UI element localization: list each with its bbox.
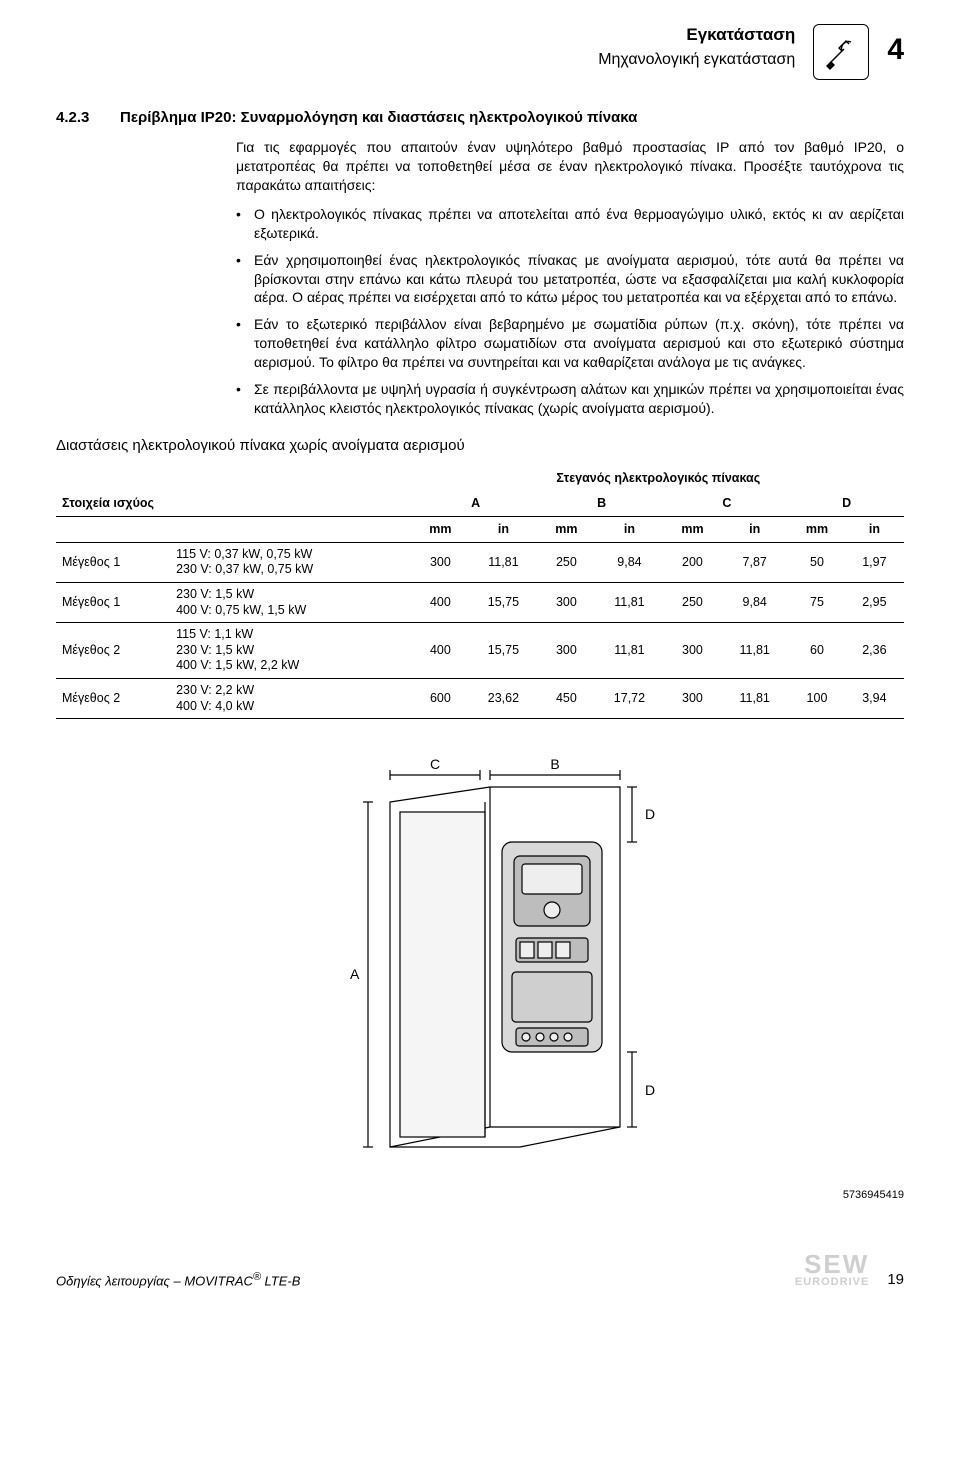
- unit: mm: [789, 516, 845, 542]
- value-cell: 300: [665, 623, 721, 679]
- unit: in: [845, 516, 904, 542]
- page-header: Εγκατάσταση Μηχανολογική εγκατάσταση 4: [56, 24, 904, 80]
- value-cell: 75: [789, 582, 845, 622]
- header-subtitle: Μηχανολογική εγκατάσταση: [598, 49, 795, 71]
- section-heading: 4.2.3 Περίβλημα IP20: Συναρμολόγηση και …: [56, 108, 904, 128]
- header-title: Εγκατάσταση: [598, 24, 795, 47]
- spec-cell: 115 V: 1,1 kW 230 V: 1,5 kW 400 V: 1,5 k…: [170, 623, 412, 679]
- size-cell: Μέγεθος 1: [56, 582, 170, 622]
- value-cell: 250: [539, 542, 595, 582]
- value-cell: 11,81: [594, 623, 664, 679]
- value-cell: 9,84: [594, 542, 664, 582]
- header-titles: Εγκατάσταση Μηχανολογική εγκατάσταση: [598, 24, 795, 71]
- dim-label-c: C: [430, 756, 440, 772]
- list-item: Εάν χρησιμοποιηθεί ένας ηλεκτρολογικός π…: [236, 251, 904, 308]
- table-row: Μέγεθος 2230 V: 2,2 kW 400 V: 4,0 kW6002…: [56, 679, 904, 719]
- value-cell: 11,81: [468, 542, 538, 582]
- dim-label-d: D: [645, 806, 655, 822]
- value-cell: 9,84: [720, 582, 789, 622]
- value-cell: 300: [665, 679, 721, 719]
- table-title: Διαστάσεις ηλεκτρολογικού πίνακα χωρίς α…: [56, 436, 904, 456]
- value-cell: 100: [789, 679, 845, 719]
- value-cell: 60: [789, 623, 845, 679]
- value-cell: 7,87: [720, 542, 789, 582]
- super-header: Στεγανός ηλεκτρολογικός πίνακας: [413, 466, 904, 491]
- list-item: Σε περιβάλλοντα με υψηλή υγρασία ή συγκέ…: [236, 380, 904, 418]
- dimensions-table: Στοιχεία ισχύος Στεγανός ηλεκτρολογικός …: [56, 466, 904, 719]
- footer-doc-title: Οδηγίες λειτουργίας – MOVITRAC® LTE-B: [56, 1270, 300, 1290]
- value-cell: 400: [413, 582, 469, 622]
- section-title: Περίβλημα IP20: Συναρμολόγηση και διαστά…: [120, 108, 637, 128]
- value-cell: 2,95: [845, 582, 904, 622]
- figure-id: 5736945419: [56, 1188, 904, 1203]
- wrench-icon: [813, 24, 869, 80]
- list-item: Εάν το εξωτερικό περιβάλλον είναι βεβαρη…: [236, 315, 904, 372]
- requirements-list: Ο ηλεκτρολογικός πίνακας πρέπει να αποτε…: [236, 205, 904, 418]
- spec-cell: 230 V: 1,5 kW 400 V: 0,75 kW, 1,5 kW: [170, 582, 412, 622]
- list-item: Ο ηλεκτρολογικός πίνακας πρέπει να αποτε…: [236, 205, 904, 243]
- col-group: A: [413, 491, 539, 516]
- value-cell: 450: [539, 679, 595, 719]
- sew-logo: SEW EURODRIVE: [795, 1253, 869, 1290]
- size-cell: Μέγεθος 2: [56, 679, 170, 719]
- value-cell: 300: [539, 582, 595, 622]
- value-cell: 17,72: [594, 679, 664, 719]
- size-cell: Μέγεθος 2: [56, 623, 170, 679]
- table-row: Μέγεθος 1230 V: 1,5 kW 400 V: 0,75 kW, 1…: [56, 582, 904, 622]
- unit: mm: [413, 516, 469, 542]
- value-cell: 15,75: [468, 623, 538, 679]
- value-cell: 300: [413, 542, 469, 582]
- value-cell: 3,94: [845, 679, 904, 719]
- enclosure-figure: C B: [56, 747, 904, 1203]
- unit: in: [594, 516, 664, 542]
- section-number: 4.2.3: [56, 108, 104, 128]
- spec-cell: 115 V: 0,37 kW, 0,75 kW 230 V: 0,37 kW, …: [170, 542, 412, 582]
- dim-label-b: B: [550, 756, 559, 772]
- table-row: Μέγεθος 1115 V: 0,37 kW, 0,75 kW 230 V: …: [56, 542, 904, 582]
- table-row: Μέγεθος 2115 V: 1,1 kW 230 V: 1,5 kW 400…: [56, 623, 904, 679]
- section-intro: Για τις εφαρμογές που απαιτούν έναν υψηλ…: [236, 138, 904, 195]
- value-cell: 23,62: [468, 679, 538, 719]
- value-cell: 300: [539, 623, 595, 679]
- value-cell: 15,75: [468, 582, 538, 622]
- value-cell: 1,97: [845, 542, 904, 582]
- value-cell: 11,81: [594, 582, 664, 622]
- unit: mm: [665, 516, 721, 542]
- size-cell: Μέγεθος 1: [56, 542, 170, 582]
- value-cell: 11,81: [720, 679, 789, 719]
- value-cell: 2,36: [845, 623, 904, 679]
- page-footer: Οδηγίες λειτουργίας – MOVITRAC® LTE-B SE…: [56, 1253, 904, 1290]
- value-cell: 250: [665, 582, 721, 622]
- value-cell: 600: [413, 679, 469, 719]
- power-header: Στοιχεία ισχύος: [56, 466, 413, 516]
- value-cell: 11,81: [720, 623, 789, 679]
- chapter-number: 4: [887, 30, 904, 71]
- page-number: 19: [887, 1270, 904, 1290]
- value-cell: 200: [665, 542, 721, 582]
- value-cell: 50: [789, 542, 845, 582]
- col-group: B: [539, 491, 665, 516]
- col-group: D: [789, 491, 904, 516]
- col-group: C: [665, 491, 790, 516]
- unit: mm: [539, 516, 595, 542]
- dim-label-a: A: [350, 966, 360, 982]
- spec-cell: 230 V: 2,2 kW 400 V: 4,0 kW: [170, 679, 412, 719]
- unit: in: [720, 516, 789, 542]
- unit: in: [468, 516, 538, 542]
- value-cell: 400: [413, 623, 469, 679]
- dim-label-d2: D: [645, 1082, 655, 1098]
